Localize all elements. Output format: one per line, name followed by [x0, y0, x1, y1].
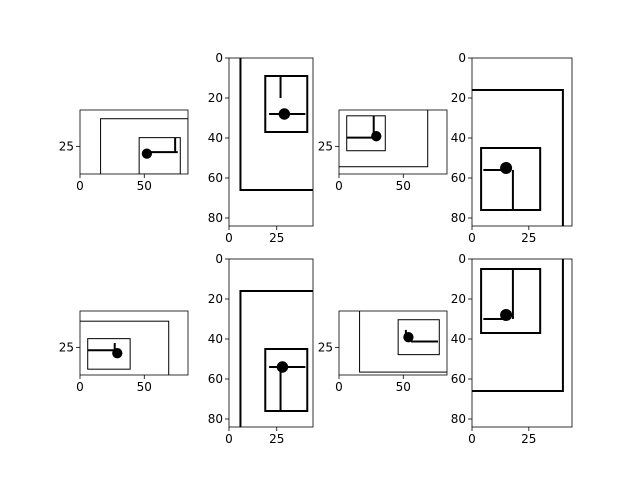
- image-area: [239, 290, 313, 427]
- image-rect-0: [239, 58, 313, 191]
- y-tick-label: 0: [458, 51, 466, 65]
- y-tick-label: 80: [208, 412, 223, 426]
- y-tick-label: 60: [451, 171, 466, 185]
- x-tick-label: 0: [335, 380, 343, 394]
- image-dot-0: [141, 148, 153, 159]
- image-rect-0: [80, 320, 170, 375]
- x-tick-label: 25: [269, 432, 284, 446]
- x-tick-label: 0: [468, 231, 476, 245]
- image-rect-1: [346, 115, 386, 152]
- y-tick-label: 40: [208, 332, 223, 346]
- subplot-row1-col4: 0 25 0 20 40 60 80: [451, 51, 573, 245]
- image-rect-0: [100, 118, 188, 174]
- image-rect-0: [359, 311, 447, 373]
- image-area: [239, 58, 313, 191]
- y-tick-label: 20: [208, 91, 223, 105]
- y-tick-label: 60: [208, 171, 223, 185]
- image-dot-0: [276, 361, 289, 373]
- y-tick-label: 25: [318, 139, 333, 153]
- y-tick-label: 25: [318, 340, 333, 354]
- y-tick-label: 60: [208, 372, 223, 386]
- image-area: [472, 259, 564, 392]
- axes-frame: [228, 258, 314, 428]
- y-tick-label: 40: [451, 332, 466, 346]
- image-rect-1: [264, 348, 309, 412]
- subplot-row1-col1: 0 50 25: [59, 109, 189, 193]
- x-tick-label: 50: [396, 179, 411, 193]
- y-tick-label: 80: [451, 412, 466, 426]
- axes-frame: [471, 258, 573, 428]
- image-rect-0: [339, 110, 429, 168]
- image-area: [359, 311, 447, 373]
- x-tick-label: 25: [521, 432, 536, 446]
- subplot-row1-col2: 0 25 0 20 40 60 80: [208, 51, 314, 245]
- y-tick-label: 0: [458, 252, 466, 266]
- x-tick-label: 50: [137, 380, 152, 394]
- image-rect-1: [480, 268, 542, 334]
- image-dot-0: [500, 309, 513, 321]
- image-rect-0: [472, 259, 564, 392]
- y-tick-label: 40: [451, 131, 466, 145]
- y-tick-label: 25: [59, 340, 74, 354]
- axes-frame: [338, 310, 448, 376]
- x-tick-label: 0: [225, 231, 233, 245]
- y-tick-label: 60: [451, 372, 466, 386]
- subplot-row2-col3: 0 50 25: [318, 310, 448, 394]
- y-tick-label: 20: [451, 91, 466, 105]
- y-tick-label: 40: [208, 131, 223, 145]
- y-tick-label: 80: [208, 211, 223, 225]
- image-rect-1: [87, 338, 131, 370]
- image-area: [100, 118, 188, 174]
- y-tick-label: 25: [59, 139, 74, 153]
- y-tick-label: 20: [451, 292, 466, 306]
- y-tick-label: 80: [451, 211, 466, 225]
- x-tick-label: 0: [225, 432, 233, 446]
- image-area: [80, 320, 170, 375]
- y-tick-label: 0: [215, 51, 223, 65]
- axes-frame: [471, 57, 573, 227]
- image-area: [339, 110, 429, 168]
- subplot-row2-col4: 0 25 0 20 40 60 80: [451, 252, 573, 446]
- x-tick-label: 0: [76, 380, 84, 394]
- axes-frame: [338, 109, 448, 175]
- y-tick-label: 20: [208, 292, 223, 306]
- x-tick-label: 0: [468, 432, 476, 446]
- subplot-row1-col3: 0 50 25: [318, 109, 448, 193]
- image-rect-0: [239, 290, 313, 427]
- x-tick-label: 0: [76, 179, 84, 193]
- subplot-row2-col2: 0 25 0 20 40 60 80: [208, 252, 314, 446]
- y-tick-label: 0: [215, 252, 223, 266]
- image-dot-0: [403, 332, 414, 343]
- axes-frame: [79, 109, 189, 175]
- axes-frame: [79, 310, 189, 376]
- x-tick-label: 50: [137, 179, 152, 193]
- image-rect-1: [138, 137, 181, 174]
- image-rect-1: [264, 75, 309, 133]
- image-dot-0: [112, 348, 123, 359]
- image-rect-0: [472, 89, 564, 226]
- subplot-row2-col1: 0 50 25: [59, 310, 189, 394]
- image-dot-0: [371, 131, 382, 142]
- x-tick-label: 25: [269, 231, 284, 245]
- image-rect-1: [480, 147, 542, 211]
- x-tick-label: 25: [521, 231, 536, 245]
- axes-frame: [228, 57, 314, 227]
- x-tick-label: 0: [335, 179, 343, 193]
- image-area: [472, 89, 564, 226]
- image-rect-1: [397, 319, 440, 356]
- image-dot-0: [500, 162, 513, 174]
- image-dot-0: [278, 108, 291, 120]
- x-tick-label: 50: [396, 380, 411, 394]
